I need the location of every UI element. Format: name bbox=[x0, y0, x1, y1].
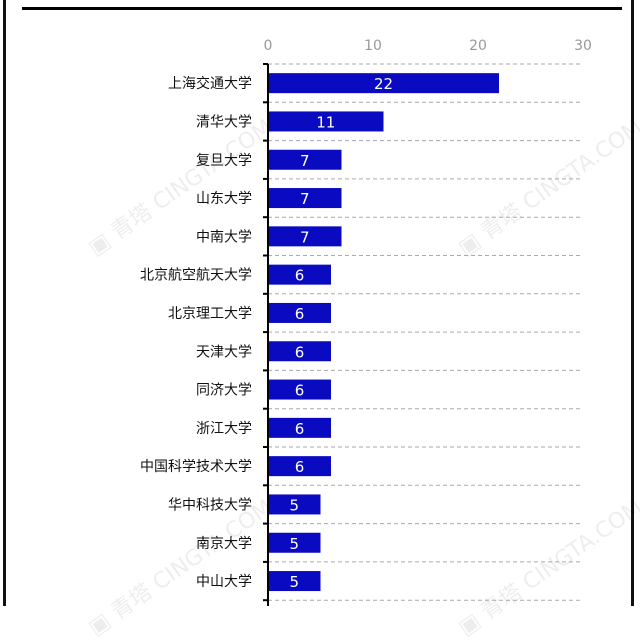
category-label: 北京理工大学 bbox=[168, 306, 252, 322]
frame-right-border bbox=[631, 0, 634, 606]
data-label: 6 bbox=[295, 382, 305, 400]
bar bbox=[269, 73, 499, 94]
bar bbox=[269, 149, 342, 170]
category-label: 南京大学 bbox=[196, 536, 252, 552]
data-label: 5 bbox=[289, 535, 299, 553]
data-label: 11 bbox=[316, 113, 335, 131]
category-label: 浙江大学 bbox=[196, 421, 252, 437]
data-label: 6 bbox=[295, 420, 305, 438]
bar bbox=[269, 341, 331, 362]
bar bbox=[269, 417, 331, 438]
category-label: 山东大学 bbox=[196, 191, 252, 207]
category-label: 上海交通大学 bbox=[168, 75, 252, 92]
category-label: 清华大学 bbox=[196, 114, 252, 130]
x-tick-label: 0 bbox=[264, 38, 273, 54]
data-label: 7 bbox=[300, 228, 310, 246]
x-tick-label: 10 bbox=[364, 38, 382, 54]
category-label: 中山大学 bbox=[196, 574, 252, 590]
bar bbox=[269, 494, 321, 515]
data-label: 5 bbox=[289, 496, 299, 514]
data-label: 7 bbox=[300, 152, 310, 170]
data-label: 6 bbox=[295, 305, 305, 323]
bar bbox=[269, 456, 331, 477]
bar bbox=[269, 188, 342, 209]
bar bbox=[269, 226, 342, 247]
category-label: 中国科学技术大学 bbox=[140, 459, 252, 475]
data-label: 5 bbox=[289, 573, 299, 591]
x-tick-label: 20 bbox=[469, 38, 487, 54]
category-label: 复旦大学 bbox=[196, 152, 252, 169]
data-label: 22 bbox=[374, 75, 393, 93]
data-label: 6 bbox=[295, 458, 305, 476]
x-tick-label: 30 bbox=[574, 38, 592, 54]
top-divider bbox=[22, 7, 622, 10]
category-label: 中南大学 bbox=[196, 229, 252, 245]
data-label: 6 bbox=[295, 343, 305, 361]
category-label: 同济大学 bbox=[196, 383, 252, 399]
bar bbox=[269, 532, 321, 553]
bar bbox=[269, 379, 331, 400]
frame-left-border bbox=[3, 0, 6, 606]
data-label: 7 bbox=[300, 190, 310, 208]
category-label: 天津大学 bbox=[196, 344, 252, 360]
bar bbox=[269, 571, 321, 592]
bar-chart: 0 10 20 30 上海交通大学 22 清华大学 11 复旦大学 7 山东大学 7 中南大学 7 北京航空… bbox=[140, 38, 592, 606]
bar bbox=[269, 264, 331, 285]
category-label: 华中科技大学 bbox=[168, 497, 252, 513]
data-label: 6 bbox=[295, 267, 305, 285]
category-label: 北京航空航天大学 bbox=[140, 268, 252, 284]
bar bbox=[269, 302, 331, 323]
bar bbox=[269, 111, 384, 132]
